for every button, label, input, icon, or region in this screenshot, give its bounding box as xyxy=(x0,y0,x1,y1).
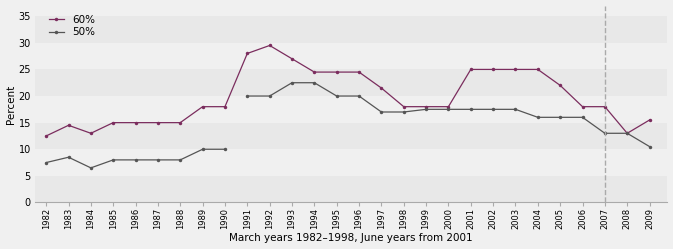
60% xyxy=(623,132,631,135)
X-axis label: March years 1982–1998, June years from 2001: March years 1982–1998, June years from 2… xyxy=(229,234,473,244)
60% xyxy=(109,121,117,124)
Bar xyxy=(35,96,668,123)
Bar xyxy=(35,149,668,176)
50% xyxy=(623,132,631,135)
Bar xyxy=(35,16,668,43)
50% xyxy=(332,95,341,98)
60% xyxy=(400,105,408,108)
50% xyxy=(243,95,251,98)
50% xyxy=(310,81,318,84)
50% xyxy=(444,108,452,111)
60% xyxy=(131,121,139,124)
Y-axis label: Percent: Percent xyxy=(5,84,15,124)
50% xyxy=(556,116,564,119)
Bar xyxy=(35,176,668,202)
60% xyxy=(65,124,73,127)
60% xyxy=(579,105,587,108)
Bar xyxy=(35,123,668,149)
50% xyxy=(378,111,386,114)
60% xyxy=(176,121,184,124)
60% xyxy=(199,105,207,108)
Line: 50%: 50% xyxy=(246,81,651,148)
50% xyxy=(422,108,430,111)
Bar xyxy=(35,43,668,69)
50% xyxy=(467,108,475,111)
50% xyxy=(355,95,363,98)
60% xyxy=(310,70,318,73)
50% xyxy=(534,116,542,119)
50% xyxy=(645,145,653,148)
50% xyxy=(511,108,520,111)
Legend: 60%, 50%: 60%, 50% xyxy=(46,13,98,40)
60% xyxy=(534,68,542,71)
60% xyxy=(645,119,653,122)
60% xyxy=(154,121,162,124)
60% xyxy=(288,57,296,60)
50% xyxy=(288,81,296,84)
60% xyxy=(467,68,475,71)
50% xyxy=(489,108,497,111)
60% xyxy=(378,87,386,90)
Bar xyxy=(35,0,668,16)
60% xyxy=(444,105,452,108)
60% xyxy=(355,70,363,73)
60% xyxy=(422,105,430,108)
60% xyxy=(556,84,564,87)
50% xyxy=(400,111,408,114)
50% xyxy=(601,132,609,135)
60% xyxy=(511,68,520,71)
50% xyxy=(579,116,587,119)
60% xyxy=(42,134,50,137)
Bar xyxy=(35,69,668,96)
60% xyxy=(601,105,609,108)
60% xyxy=(489,68,497,71)
50% xyxy=(266,95,274,98)
60% xyxy=(87,132,95,135)
60% xyxy=(243,52,251,55)
60% xyxy=(332,70,341,73)
60% xyxy=(266,44,274,47)
Line: 60%: 60% xyxy=(44,44,651,138)
60% xyxy=(221,105,229,108)
